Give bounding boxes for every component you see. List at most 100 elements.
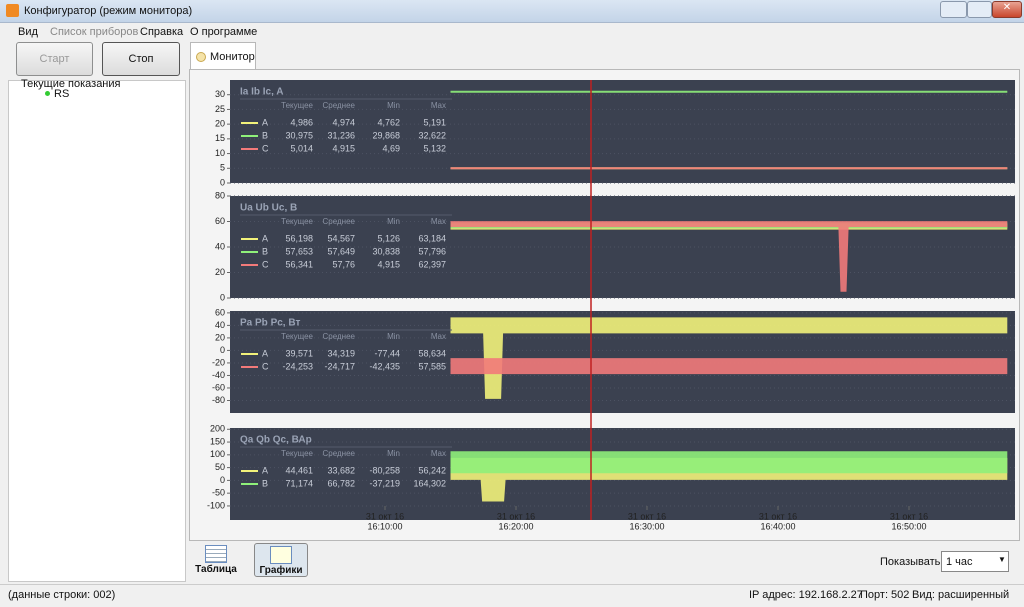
- y-tick-label: -50: [212, 488, 225, 498]
- column-header: Min: [387, 101, 400, 110]
- column-header: Среднее: [323, 217, 356, 226]
- column-header: Среднее: [323, 101, 356, 110]
- y-tick-label: 5: [220, 163, 225, 173]
- title-bar: Конфигуратор (режим монитора) ✕: [0, 0, 1024, 23]
- x-tick-date: 31 окт 16: [366, 511, 404, 521]
- series-line: [450, 317, 1008, 399]
- legend-name: C: [262, 361, 269, 371]
- menu-item[interactable]: Список приборов: [50, 26, 139, 38]
- legend-name: B: [262, 246, 268, 256]
- x-tick-time: 16:30:00: [629, 521, 664, 531]
- period-select[interactable]: 1 час ▼: [941, 551, 1009, 572]
- device-tree: Текущие показания RS: [8, 78, 186, 582]
- y-tick-label: 0: [220, 177, 225, 187]
- y-tick-label: -100: [207, 500, 225, 510]
- legend-name: B: [262, 130, 268, 140]
- y-tick-label: 80: [215, 190, 225, 200]
- x-tick-date: 31 окт 16: [628, 511, 666, 521]
- legend-stat: 56,242: [418, 465, 446, 475]
- y-tick-label: 100: [210, 449, 225, 459]
- app-icon: [6, 4, 19, 17]
- legend-stat: 57,585: [418, 361, 446, 371]
- column-header: Max: [431, 332, 446, 341]
- charts: 0 5 10 15 20 25 30 Ia Ib Ic, A Текущее Среднее Min…: [207, 80, 1015, 531]
- legend-name: C: [262, 259, 269, 269]
- y-tick-label: 60: [215, 307, 225, 317]
- tab-label: Монитор: [210, 51, 255, 63]
- y-tick-label: 25: [215, 104, 225, 114]
- y-tick-label: 30: [215, 89, 225, 99]
- legend-name: B: [262, 478, 268, 488]
- legend-name: A: [262, 233, 268, 243]
- y-tick-label: 40: [215, 241, 225, 251]
- button-label: Стоп: [128, 53, 154, 65]
- legend-stat: 63,184: [418, 233, 446, 243]
- maximize-button[interactable]: [967, 1, 992, 18]
- chart-title: Pa Pb Pc, Вт: [240, 318, 300, 329]
- x-tick-time: 16:40:00: [760, 521, 795, 531]
- y-tick-label: 10: [215, 148, 225, 158]
- legend-stat: -80,258: [369, 465, 400, 475]
- status-bar: (данные строки: 002) IP адрес: 192.168.2…: [0, 584, 1024, 607]
- y-tick-label: -60: [212, 382, 225, 392]
- status-view: Вид: расширенный: [912, 589, 1010, 601]
- legend-stat: 57,649: [327, 246, 355, 256]
- tree-item[interactable]: RS: [54, 88, 70, 100]
- stop-button[interactable]: Стоп: [102, 42, 180, 76]
- x-tick-date: 31 окт 16: [497, 511, 535, 521]
- legend-stat: 4,915: [332, 143, 355, 153]
- y-tick-label: 20: [215, 267, 225, 277]
- menu-item[interactable]: О программе: [190, 26, 258, 38]
- column-header: Текущее: [281, 101, 313, 110]
- menu-item[interactable]: Справка: [140, 26, 184, 38]
- button-label: Старт: [39, 53, 70, 65]
- menu-item[interactable]: Вид: [18, 26, 38, 38]
- plot-area: [230, 80, 1015, 183]
- column-header: Текущее: [281, 332, 313, 341]
- legend-stat: 4,986: [290, 117, 313, 127]
- legend-stat: 164,302: [413, 478, 446, 488]
- x-tick-date: 31 окт 16: [759, 511, 797, 521]
- legend-stat: 4,762: [377, 117, 400, 127]
- legend-stat: 39,571: [285, 348, 313, 358]
- chart-title: Ua Ub Uc, В: [240, 203, 297, 214]
- legend-stat: 30,975: [285, 130, 313, 140]
- legend-stat: 62,397: [418, 259, 446, 269]
- status-dot: [45, 91, 50, 96]
- legend-name: C: [262, 143, 269, 153]
- legend-stat: 4,915: [377, 259, 400, 269]
- series-line: [450, 221, 1008, 292]
- button-label: Таблица: [195, 564, 237, 575]
- legend-stat: -77,44: [374, 348, 400, 358]
- chart-icon: [270, 546, 292, 564]
- tree-root[interactable]: Текущие показания: [21, 78, 121, 90]
- close-button[interactable]: ✕: [992, 1, 1022, 18]
- legend-stat: 33,682: [327, 465, 355, 475]
- minimize-button[interactable]: [940, 1, 967, 18]
- legend-stat: 56,341: [285, 259, 313, 269]
- legend-stat: 32,622: [418, 130, 446, 140]
- status-ip: IP адрес: 192.168.2.27: [749, 589, 863, 601]
- tab[interactable]: Монитор: [190, 42, 256, 70]
- start-button[interactable]: Старт: [16, 42, 93, 76]
- y-tick-label: 20: [215, 332, 225, 342]
- legend-stat: 56,198: [285, 233, 313, 243]
- legend-stat: 4,974: [332, 117, 355, 127]
- column-header: Min: [387, 449, 400, 458]
- y-tick-label: 60: [215, 216, 225, 226]
- column-header: Среднее: [323, 332, 356, 341]
- table-button[interactable]: Таблица: [192, 543, 240, 577]
- y-tick-label: 50: [215, 462, 225, 472]
- legend-stat: 5,126: [377, 233, 400, 243]
- status-rows: (данные строки: 002): [8, 589, 116, 601]
- column-header: Max: [431, 101, 446, 110]
- y-tick-label: -20: [212, 357, 225, 367]
- legend-stat: 66,782: [327, 478, 355, 488]
- column-header: Min: [387, 217, 400, 226]
- charts-button[interactable]: Графики: [254, 543, 308, 577]
- legend-stat: 31,236: [327, 130, 355, 140]
- legend-stat: 5,014: [290, 143, 313, 153]
- column-header: Max: [431, 449, 446, 458]
- legend-stat: 4,69: [382, 143, 400, 153]
